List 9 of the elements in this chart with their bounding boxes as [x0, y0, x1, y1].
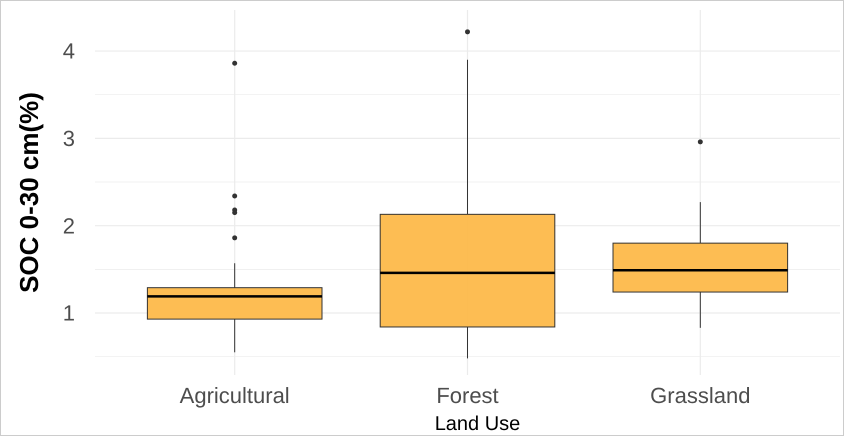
x-tick-label: Agricultural: [180, 383, 290, 408]
y-tick-label: 2: [62, 213, 75, 238]
x-axis-title: Land Use: [434, 413, 520, 435]
x-tick-label: Grassland: [650, 383, 750, 408]
x-tick-label: Forest: [436, 383, 499, 408]
y-tick-label: 4: [62, 38, 75, 64]
y-tick-label: 1: [62, 300, 75, 326]
y-tick-label: 3: [62, 126, 75, 152]
y-axis-title: SOC 0-30 cm(%): [14, 92, 44, 293]
